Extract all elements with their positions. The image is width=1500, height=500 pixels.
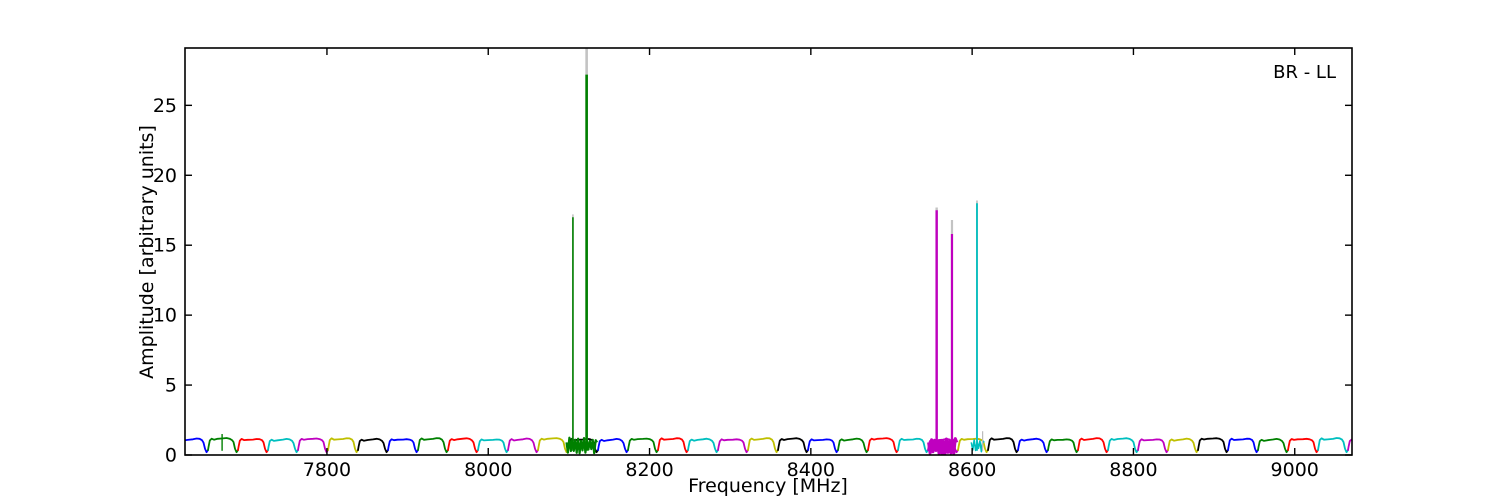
baseline-band	[387, 438, 419, 454]
baseline-band	[1197, 437, 1229, 454]
x-tick-label: 8400	[787, 459, 835, 481]
baseline-band	[207, 437, 239, 454]
tick-labels-layer: 7800 8000 8200 8400 8600 8800 9000 0 5 10 15 20 25	[153, 95, 1319, 481]
baseline-band	[597, 438, 629, 454]
y-tick-label: 10	[153, 305, 177, 327]
x-tick-label: 7800	[303, 459, 351, 481]
baseline-band	[417, 437, 449, 454]
baseline-band	[185, 437, 209, 454]
baseline-band	[1077, 437, 1109, 454]
axes-frame	[184, 47, 1353, 456]
baseline-band	[237, 438, 269, 454]
baseline-band	[987, 437, 1019, 454]
y-tick-label: 20	[153, 165, 177, 187]
baseline-band	[1227, 437, 1259, 454]
baseline-band	[867, 437, 899, 454]
baseline-band	[357, 437, 389, 454]
baseline-band	[957, 437, 989, 454]
x-tick-label: 9000	[1271, 459, 1319, 481]
baseline-band	[507, 437, 539, 454]
baseline-band	[657, 437, 689, 454]
baseline-band	[1017, 437, 1049, 454]
baseline-band	[1107, 437, 1139, 454]
corner-annotation: BR - LL	[1273, 62, 1336, 83]
spike-base-scribble	[565, 436, 599, 455]
baseline-band	[327, 437, 359, 454]
baseline-band	[297, 437, 329, 454]
spike-base-blob	[935, 440, 952, 455]
baseline-band	[627, 437, 659, 454]
baseline-band	[687, 437, 719, 454]
y-tick-label: 5	[165, 375, 177, 397]
baseline-band	[747, 437, 779, 454]
baseline-band	[717, 438, 749, 454]
baseline-band	[1047, 438, 1079, 454]
ticks-layer	[185, 48, 1352, 456]
baseline-band	[1317, 437, 1349, 454]
baseline-band	[477, 438, 509, 454]
x-tick-label: 8200	[625, 459, 673, 481]
baseline-band	[447, 437, 479, 454]
y-tick-label: 15	[153, 235, 177, 257]
y-tick-label: 0	[165, 445, 177, 467]
baseline-band	[1347, 438, 1352, 451]
baseline-band	[777, 437, 809, 454]
baseline-band	[1167, 437, 1199, 454]
baseline-band	[807, 438, 839, 454]
y-tick-label: 25	[153, 95, 177, 117]
baseline-band	[1257, 438, 1289, 454]
x-tick-label: 8600	[948, 459, 996, 481]
baseline-band	[537, 437, 569, 454]
x-tick-label: 8800	[1109, 459, 1157, 481]
x-axis-label: Frequency [MHz]	[688, 475, 848, 497]
baseline-band	[897, 437, 929, 454]
baseline-band	[1137, 438, 1169, 454]
y-axis-label: Amplitude [arbitrary units]	[136, 125, 158, 379]
baseline-band	[1287, 437, 1319, 454]
baseline-band	[837, 437, 869, 454]
x-tick-label: 8000	[464, 459, 512, 481]
baseline-band	[267, 438, 299, 454]
series-layer	[185, 48, 1352, 455]
